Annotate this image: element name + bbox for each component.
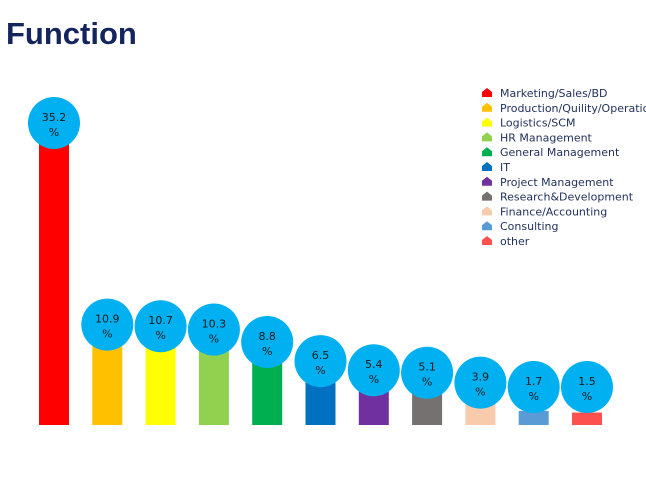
- data-label-bubble-9: [507, 361, 560, 413]
- legend-label-9: Consulting: [500, 220, 558, 233]
- bar-9: [518, 410, 549, 425]
- data-label-bubble-3: [187, 303, 240, 356]
- data-label-percent-9: %: [528, 390, 538, 403]
- data-label-value-8: 3.9: [472, 371, 490, 384]
- data-label-value-0: 35.2: [42, 111, 67, 124]
- data-label-percent-5: %: [315, 364, 325, 377]
- legend-label-8: Finance/Accounting: [500, 205, 607, 218]
- legend-swatch-5: [482, 162, 492, 171]
- legend-swatch-8: [482, 206, 492, 216]
- legend-label-6: Project Management: [500, 176, 614, 189]
- data-label-value-3: 10.3: [202, 318, 227, 331]
- chart-title: Function: [6, 16, 137, 51]
- data-label-value-10: 1.5: [578, 375, 596, 388]
- legend-swatch-0: [482, 88, 492, 97]
- data-label-bubble-1: [81, 298, 134, 351]
- legend-label-1: Production/Quility/Operations: [500, 102, 646, 115]
- data-label-percent-8: %: [475, 386, 485, 399]
- data-label-percent-0: %: [49, 126, 59, 139]
- data-label-bubble-10: [561, 361, 613, 413]
- legend-swatch-6: [482, 176, 492, 186]
- data-label-bubble-4: [241, 316, 294, 368]
- data-label-value-5: 6.5: [312, 349, 330, 362]
- legend-label-2: Logistics/SCM: [500, 117, 575, 130]
- data-labels-layer: 35.2% 10.9% 10.7% 10.3% 8.8% 6.5% 5.4% 5.1% 3.9%…: [28, 97, 613, 413]
- legend-swatch-2: [482, 117, 492, 127]
- legend-label-7: Research&Development: [500, 191, 634, 204]
- data-label-bubble-0: [28, 97, 80, 149]
- legend-swatch-9: [482, 221, 492, 231]
- data-label-value-1: 10.9: [95, 313, 120, 326]
- bar-10: [572, 412, 602, 425]
- legend-swatch-1: [482, 102, 492, 112]
- data-label-value-6: 5.4: [365, 358, 383, 371]
- data-label-value-4: 8.8: [258, 330, 276, 343]
- bars-layer: [39, 133, 602, 425]
- legend-label-5: IT: [500, 161, 510, 174]
- data-label-bubble-7: [401, 346, 454, 399]
- data-label-bubble-6: [347, 344, 400, 397]
- legend-label-4: General Management: [500, 146, 620, 159]
- legend-label-3: HR Management: [500, 131, 593, 144]
- legend-label-0: Marketing/Sales/BD: [500, 87, 608, 100]
- data-label-bubble-5: [294, 335, 347, 388]
- data-label-value-9: 1.7: [525, 375, 543, 388]
- data-label-percent-4: %: [262, 345, 272, 358]
- data-label-bubble-8: [454, 356, 507, 409]
- data-label-value-2: 10.7: [148, 314, 173, 327]
- legend-label-10: other: [500, 235, 530, 248]
- legend-swatch-10: [482, 236, 492, 245]
- data-label-percent-6: %: [369, 373, 379, 386]
- data-label-percent-2: %: [155, 329, 165, 342]
- bar-0: [39, 133, 69, 425]
- data-label-percent-7: %: [422, 376, 432, 389]
- data-label-percent-10: %: [582, 390, 592, 403]
- legend: Marketing/Sales/BD Production/Quility/Ope…: [482, 87, 646, 248]
- legend-swatch-7: [482, 191, 492, 201]
- data-label-percent-1: %: [102, 328, 112, 341]
- legend-swatch-3: [482, 132, 492, 142]
- legend-swatch-4: [482, 147, 492, 157]
- data-label-bubble-2: [134, 300, 187, 353]
- data-label-value-7: 5.1: [418, 361, 436, 374]
- data-label-percent-3: %: [209, 333, 219, 346]
